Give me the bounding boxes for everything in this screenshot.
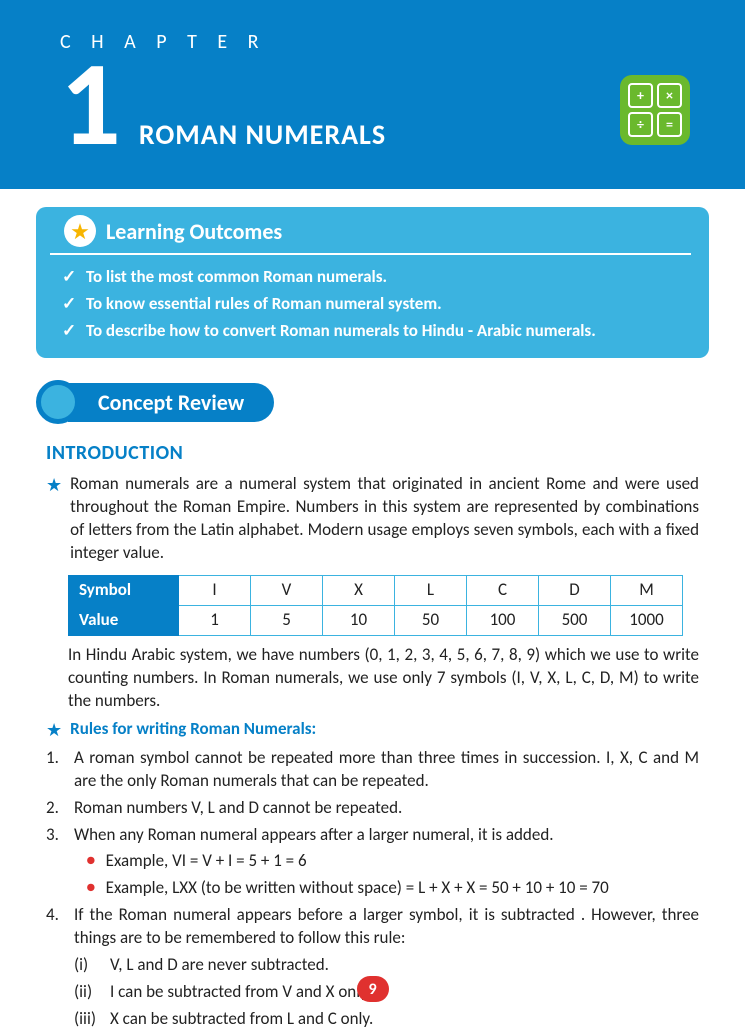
intro-para1: Roman numerals are a numeral system that… bbox=[70, 473, 699, 565]
concept-review-title: Concept Review bbox=[68, 383, 274, 422]
sub-text: X can be subtracted from L and C only. bbox=[110, 1008, 373, 1031]
chapter-title-row: 1 ROMAN NUMERALS bbox=[60, 44, 695, 164]
table-cell: 50 bbox=[395, 605, 467, 635]
table-cell: V bbox=[251, 575, 323, 605]
table-cell: C bbox=[467, 575, 539, 605]
rule-item: 4.If the Roman numeral appears before a … bbox=[46, 904, 699, 950]
sub-rule-item: (iii) X can be subtracted from L and C on… bbox=[74, 1008, 699, 1031]
times-icon: × bbox=[657, 83, 682, 108]
sub-rule-item: (i) V, L and D are never subtracted. bbox=[74, 954, 699, 977]
example-text: Example, LXX (to be written without spac… bbox=[106, 877, 609, 900]
rule-num: 3. bbox=[46, 824, 68, 847]
example-text: Example, VI = V + I = 5 + 1 = 6 bbox=[106, 850, 307, 873]
table-cell: X bbox=[323, 575, 395, 605]
sub-text: I can be subtracted from V and X only. bbox=[110, 981, 371, 1004]
sub-text: V, L and D are never subtracted. bbox=[110, 954, 329, 977]
rule-num: 2. bbox=[46, 797, 68, 820]
table-cell: 10 bbox=[323, 605, 395, 635]
chapter-title: ROMAN NUMERALS bbox=[139, 117, 386, 164]
chapter-number: 1 bbox=[60, 44, 121, 164]
intro-para2: In Hindu Arabic system, we have numbers … bbox=[68, 644, 699, 713]
rule-text: If the Roman numeral appears before a la… bbox=[74, 904, 699, 950]
rule-text: When any Roman numeral appears after a l… bbox=[74, 824, 699, 847]
example-item: ● Example, LXX (to be written without spa… bbox=[86, 877, 699, 900]
table-cell: 5 bbox=[251, 605, 323, 635]
rule-item: 1.A roman symbol cannot be repeated more… bbox=[46, 747, 699, 793]
table-cell: M bbox=[611, 575, 683, 605]
introduction-heading: INTRODUCTION bbox=[46, 440, 699, 467]
table-row: Symbol I V X L C D M bbox=[69, 575, 683, 605]
calculator-icon: + × ÷ = bbox=[620, 75, 690, 145]
row-label: Symbol bbox=[69, 575, 179, 605]
outcome-item: To know essential rules of Roman numeral… bbox=[36, 290, 709, 317]
table-cell: D bbox=[539, 575, 611, 605]
chapter-header: C H A P T E R 1 ROMAN NUMERALS + × ÷ = bbox=[0, 0, 745, 189]
table-row: Value 1 5 10 50 100 500 1000 bbox=[69, 605, 683, 635]
rule-item: 2. Roman numbers V, L and D cannot be rep… bbox=[46, 797, 699, 820]
star-icon: ★ bbox=[64, 215, 96, 247]
concept-review-heading: Concept Review bbox=[36, 380, 745, 424]
outcome-item: To list the most common Roman numerals. bbox=[36, 263, 709, 290]
outcomes-title-row: ★ Learning Outcomes bbox=[50, 207, 691, 255]
sub-label: (ii) bbox=[74, 981, 104, 1004]
content-body: INTRODUCTION ★ Roman numerals are a nume… bbox=[0, 424, 745, 1031]
divide-icon: ÷ bbox=[628, 112, 653, 137]
star-bullet-icon: ★ bbox=[46, 718, 62, 742]
table-cell: L bbox=[395, 575, 467, 605]
rules-heading: Rules for writing Roman Numerals: bbox=[70, 718, 316, 742]
rule-text: A roman symbol cannot be repeated more t… bbox=[74, 747, 699, 793]
rules-heading-row: ★ Rules for writing Roman Numerals: bbox=[46, 718, 699, 742]
learning-outcomes-box: ★ Learning Outcomes To list the most com… bbox=[36, 207, 709, 358]
equals-icon: = bbox=[657, 112, 682, 137]
rule-num: 4. bbox=[46, 904, 68, 950]
plus-icon: + bbox=[628, 83, 653, 108]
rule-item: 3. When any Roman numeral appears after a… bbox=[46, 824, 699, 847]
table-cell: 1 bbox=[179, 605, 251, 635]
table-cell: 100 bbox=[467, 605, 539, 635]
outcomes-title: Learning Outcomes bbox=[106, 218, 282, 245]
table-cell: 1000 bbox=[611, 605, 683, 635]
rule-num: 1. bbox=[46, 747, 68, 793]
bullet-icon: ● bbox=[86, 850, 96, 873]
row-label: Value bbox=[69, 605, 179, 635]
page-number: 9 bbox=[357, 976, 389, 1002]
outcome-item: To describe how to convert Roman numeral… bbox=[36, 317, 709, 344]
table-cell: 500 bbox=[539, 605, 611, 635]
rule-text: Roman numbers V, L and D cannot be repea… bbox=[74, 797, 699, 820]
lens-icon bbox=[36, 380, 80, 424]
symbol-value-table: Symbol I V X L C D M Value 1 5 10 50 100… bbox=[68, 575, 683, 636]
bullet-icon: ● bbox=[86, 877, 96, 900]
table-cell: I bbox=[179, 575, 251, 605]
example-item: ● Example, VI = V + I = 5 + 1 = 6 bbox=[86, 850, 699, 873]
intro-bullet: ★ Roman numerals are a numeral system th… bbox=[46, 473, 699, 565]
star-bullet-icon: ★ bbox=[46, 473, 62, 565]
sub-label: (i) bbox=[74, 954, 104, 977]
sub-label: (iii) bbox=[74, 1008, 104, 1031]
